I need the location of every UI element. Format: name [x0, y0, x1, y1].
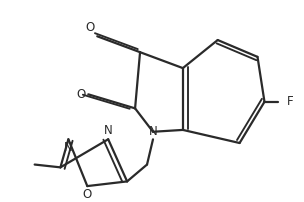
- Text: N: N: [64, 141, 73, 154]
- Text: O: O: [76, 88, 85, 101]
- Text: F: F: [287, 95, 294, 108]
- Text: N: N: [104, 124, 112, 137]
- Text: O: O: [83, 188, 92, 201]
- Text: N: N: [149, 125, 157, 138]
- Text: O: O: [85, 21, 94, 34]
